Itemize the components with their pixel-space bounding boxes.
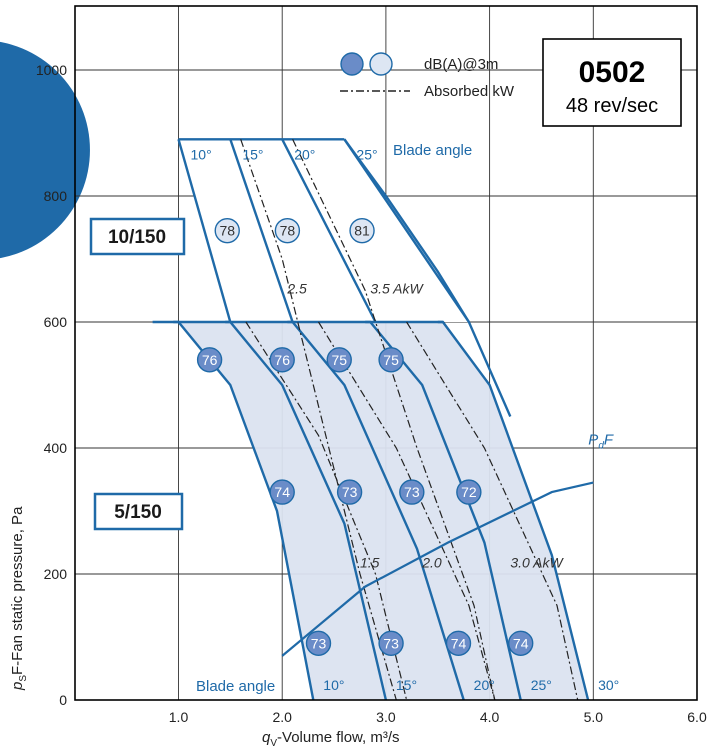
sound-point-label: 78: [280, 223, 296, 239]
sound-point-label: 78: [219, 223, 235, 239]
blade-angle-label-top: 25°: [356, 146, 377, 162]
sound-point-label: 76: [202, 352, 218, 368]
absorbed-power-line: [245, 321, 408, 701]
fan-size-text: 10/150: [108, 227, 166, 248]
pdf-line: PdF: [281, 432, 614, 657]
blade-angle-label-top: 20°: [294, 146, 315, 162]
axes: 1.0 2.0 3.0 4.0 5.0 6.0 0 200 400 600 800 1000: [36, 5, 707, 725]
legend-filled-circle-icon: [340, 52, 364, 76]
sound-point: [378, 347, 404, 373]
power-label: 2.0: [421, 555, 442, 571]
y-tick-label: 600: [44, 314, 68, 330]
absorbed-power-line: [240, 139, 397, 701]
blade-curve-10-150: [343, 138, 470, 323]
sound-point-label: 81: [354, 223, 370, 239]
sound-points: 78 78 81 2.5 3.5 AkW 76 76 75 75 74 73 73 72 73 73 74 74…: [196, 217, 565, 656]
absorbed-power-line: [406, 321, 579, 701]
absorbed-power-line: [317, 321, 496, 701]
sound-point-label: 74: [451, 635, 467, 651]
fan-size-label-10-150: 10/150: [89, 217, 186, 256]
fan-size-box: [93, 492, 184, 531]
x-tick-label: 4.0: [480, 709, 500, 725]
blade-angle-label-bottom: 20°: [474, 677, 495, 693]
y-axis-label: pSF-Fan static pressure, Pa: [9, 506, 29, 691]
blade-curve-10-150: [229, 138, 294, 323]
y-tick-label: 400: [44, 440, 68, 456]
x-tick-label: 5.0: [584, 709, 604, 725]
sound-point: [326, 347, 352, 373]
blade-angle-bottom-label: Blade angle: [196, 678, 275, 695]
sound-point: [214, 217, 240, 244]
power-label: 2.5: [286, 281, 307, 297]
y-tick-label: 800: [44, 188, 68, 204]
pdf-curve: [281, 481, 594, 657]
blade-angle-label-bottom: 10°: [323, 677, 344, 693]
blade-angle-top-label: Blade angle: [393, 142, 472, 159]
power-label: 3.5 AkW: [370, 281, 424, 297]
side-tab-marker: [0, 41, 90, 259]
sound-point: [196, 347, 223, 373]
sound-point-label: 75: [383, 352, 399, 368]
blade-curve-10-150: [177, 138, 232, 323]
sound-point-label: 73: [383, 635, 399, 651]
sound-point-label: 74: [274, 484, 290, 500]
x-tick-label: 6.0: [687, 709, 707, 725]
blade-angle-curves: [152, 138, 590, 701]
blade-curve-10-150: [281, 138, 377, 323]
pdf-label: PdF: [588, 432, 614, 452]
model-box-frame: [542, 38, 682, 127]
x-tick-label: 2.0: [272, 709, 292, 725]
blade-angle-label-bottom: 30°: [598, 677, 619, 693]
y-tick-label: 200: [44, 566, 68, 582]
fan-size-box: [89, 217, 186, 256]
legend: dB(A)@3m Absorbed kW: [340, 52, 515, 100]
sound-point: [269, 347, 295, 373]
fan-size-text: 5/150: [114, 502, 162, 523]
chart-labels: 10° 15° 20° 25° 10° 15° 20° 25° 30°: [191, 146, 620, 693]
power-lines: [240, 139, 579, 701]
sound-point: [456, 479, 482, 505]
sound-point: [445, 630, 472, 656]
fan-size-label-5-150: 5/150: [93, 492, 184, 531]
sound-point: [508, 630, 534, 656]
blade-angle-label-top: 10°: [191, 146, 212, 162]
blade-angle-label-bottom: 25°: [531, 677, 552, 693]
y-tick-label: 0: [59, 692, 67, 708]
power-label: 3.0 AkW: [510, 555, 564, 571]
sound-point-label: 73: [311, 635, 327, 651]
sound-point-label: 74: [513, 635, 529, 651]
model-number: 0502: [579, 56, 646, 89]
operating-area: [152, 139, 589, 700]
sound-point-label: 76: [274, 352, 290, 368]
sound-point: [349, 217, 375, 244]
blade-angle-label-bottom: 15°: [396, 677, 417, 693]
legend-sound-label: dB(A)@3m: [424, 56, 498, 73]
plot-frame: [74, 5, 698, 701]
sound-point: [336, 479, 363, 505]
outer-curve-10-150: [343, 138, 512, 417]
legend-open-circle-icon: [369, 52, 393, 76]
sound-point-label: 73: [342, 484, 358, 500]
x-axis-label: qV-Volume flow, m³/s: [262, 729, 400, 749]
model-speed: 48 rev/sec: [566, 95, 658, 117]
x-tick-label: 3.0: [376, 709, 396, 725]
sound-point-label: 72: [461, 484, 477, 500]
sound-point: [274, 217, 301, 244]
sound-point: [399, 479, 425, 505]
x-tick-label: 1.0: [169, 709, 189, 725]
blade-angle-label-top: 15°: [242, 146, 263, 162]
area-5-150: [152, 322, 589, 700]
absorbed-power-line: [292, 139, 496, 701]
sound-point: [269, 479, 295, 505]
area-10-150: [178, 139, 469, 322]
sound-point: [305, 630, 332, 656]
sound-point-label: 75: [331, 352, 347, 368]
sound-point: [378, 630, 404, 656]
sound-point-label: 73: [404, 484, 420, 500]
power-label: 1.5: [360, 555, 380, 571]
model-box: 0502 48 rev/sec: [542, 38, 682, 127]
legend-power-label: Absorbed kW: [424, 83, 515, 100]
y-tick-label: 1000: [36, 62, 67, 78]
